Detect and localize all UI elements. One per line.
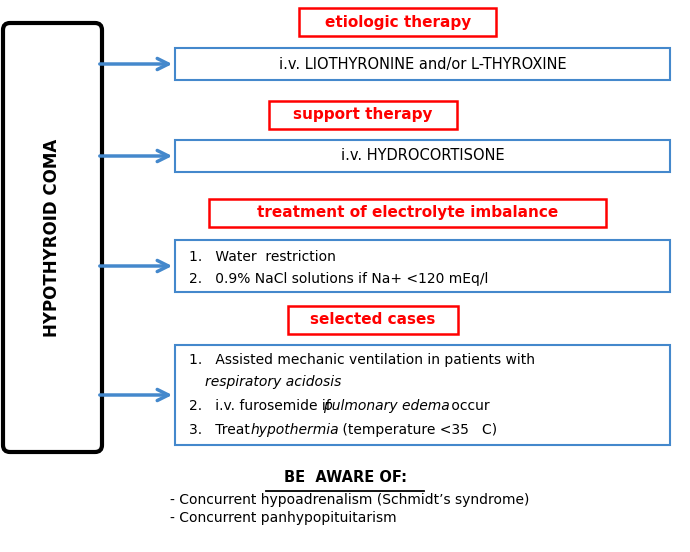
Text: hypothermia: hypothermia [251,423,339,437]
Text: 3.   Treat: 3. Treat [189,423,254,437]
Text: - Concurrent hypoadrenalism (Schmidt’s syndrome): - Concurrent hypoadrenalism (Schmidt’s s… [170,493,529,507]
Text: 2.   0.9% NaCl solutions if Na+ <120 mEq/l: 2. 0.9% NaCl solutions if Na+ <120 mEq/l [189,272,489,286]
Text: i.v. LIOTHYRONINE and/or L-THYROXINE: i.v. LIOTHYRONINE and/or L-THYROXINE [279,56,566,72]
Text: BE  AWARE OF:: BE AWARE OF: [284,470,406,485]
Text: 1.   Assisted mechanic ventilation in patients with: 1. Assisted mechanic ventilation in pati… [189,353,535,367]
Bar [269,101,457,129]
Text: (temperature <35   C): (temperature <35 C) [338,423,497,437]
Text: pulmonary edema: pulmonary edema [323,399,450,413]
Bar [175,240,670,292]
Text: etiologic therapy: etiologic therapy [324,14,471,29]
Text: 1.   Water  restriction: 1. Water restriction [189,250,336,264]
Bar [299,8,496,36]
Text: selected cases: selected cases [310,312,435,327]
Bar [175,345,670,445]
Text: - Concurrent panhypopituitarism: - Concurrent panhypopituitarism [170,511,397,525]
Text: respiratory acidosis: respiratory acidosis [205,375,342,389]
Text: BE  AWARE OF:: BE AWARE OF: [284,470,406,485]
Text: 2.   i.v. furosemide if: 2. i.v. furosemide if [189,399,335,413]
Text: i.v. HYDROCORTISONE: i.v. HYDROCORTISONE [341,148,504,163]
FancyBboxPatch shape [3,23,102,452]
Bar [209,199,606,227]
Text: treatment of electrolyte imbalance: treatment of electrolyte imbalance [257,205,558,220]
Bar [175,48,670,80]
Bar [175,140,670,172]
Text: support therapy: support therapy [293,108,433,123]
Text: HYPOTHYROID COMA: HYPOTHYROID COMA [43,139,61,337]
Bar [288,306,458,334]
Text: occur: occur [447,399,490,413]
